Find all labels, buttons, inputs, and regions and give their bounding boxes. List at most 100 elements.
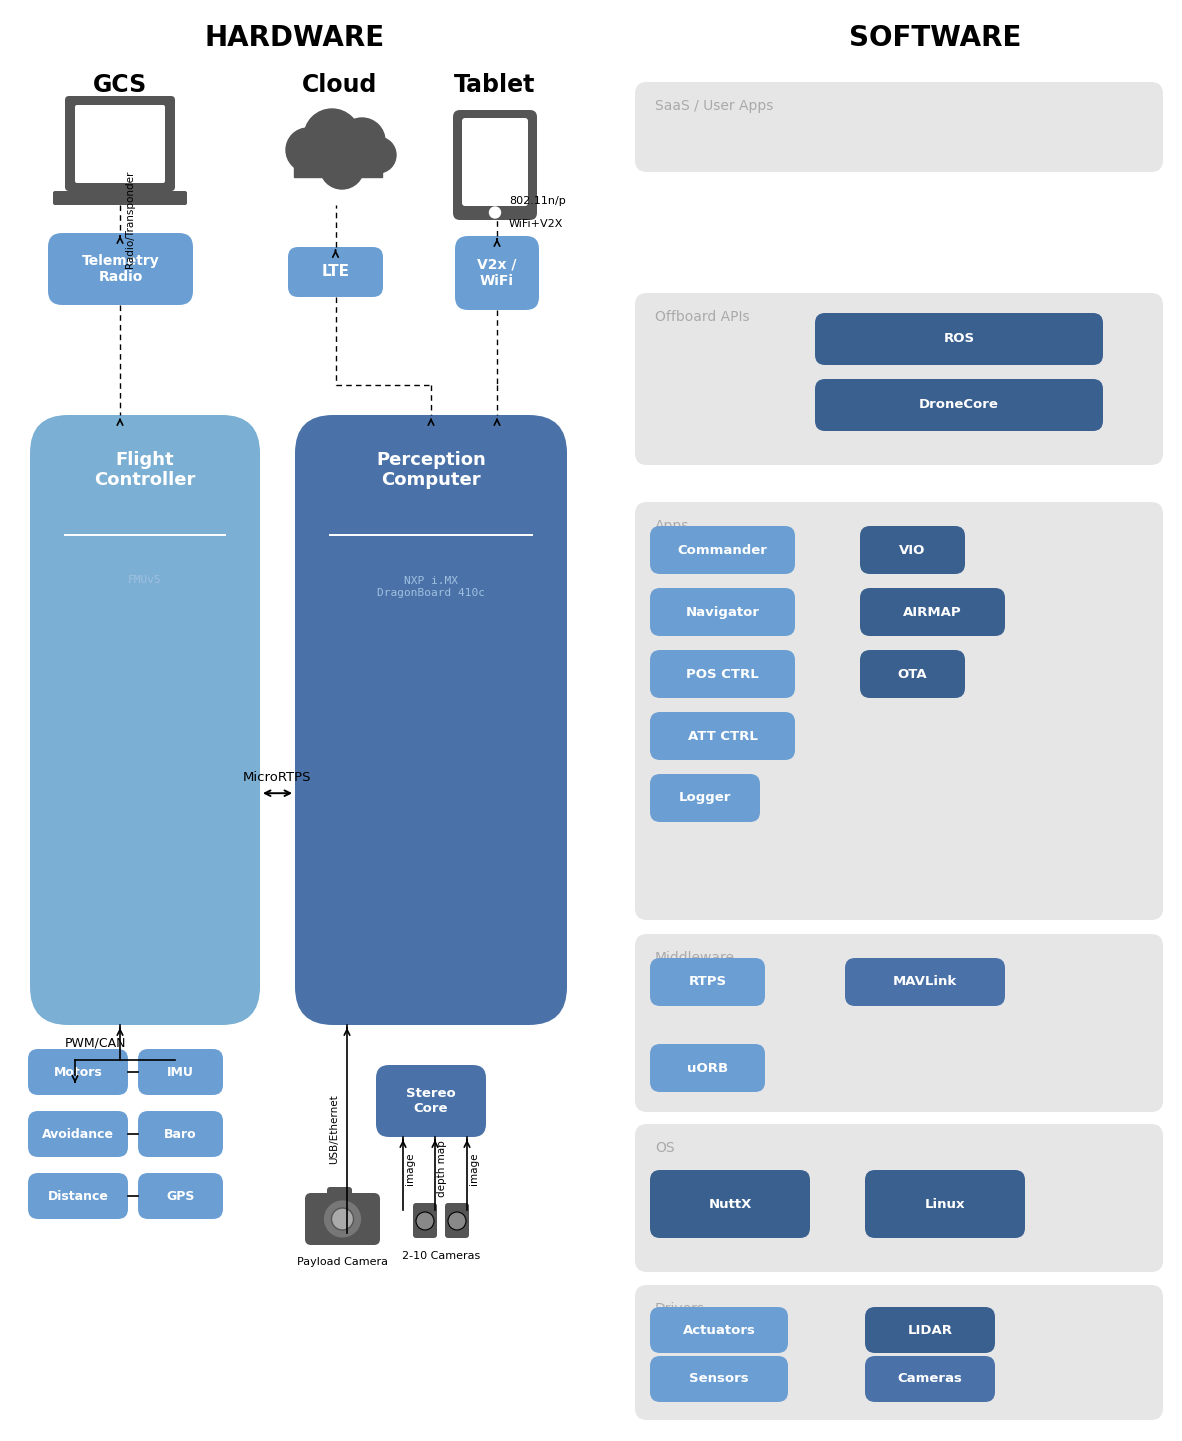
- FancyBboxPatch shape: [138, 1049, 223, 1095]
- Text: AIRMAP: AIRMAP: [903, 605, 962, 618]
- Text: LIDAR: LIDAR: [908, 1323, 953, 1336]
- Text: USB/Ethernet: USB/Ethernet: [329, 1094, 339, 1164]
- Text: GPS: GPS: [167, 1189, 195, 1202]
- FancyBboxPatch shape: [455, 236, 539, 310]
- Text: 2-10 Cameras: 2-10 Cameras: [402, 1251, 480, 1261]
- Text: Commander: Commander: [677, 543, 767, 556]
- FancyBboxPatch shape: [305, 1193, 379, 1245]
- FancyBboxPatch shape: [816, 379, 1103, 431]
- Text: VIO: VIO: [900, 543, 926, 556]
- Text: SaaS / User Apps: SaaS / User Apps: [655, 99, 773, 112]
- Text: PWM/CAN: PWM/CAN: [65, 1036, 126, 1049]
- Text: FMUv5: FMUv5: [128, 575, 162, 585]
- FancyBboxPatch shape: [865, 1356, 995, 1402]
- Text: GCS: GCS: [93, 73, 147, 97]
- Text: ATT CTRL: ATT CTRL: [688, 729, 758, 742]
- Text: NuttX: NuttX: [708, 1197, 752, 1210]
- FancyBboxPatch shape: [138, 1173, 223, 1219]
- FancyBboxPatch shape: [635, 1124, 1163, 1272]
- FancyBboxPatch shape: [74, 105, 165, 183]
- Text: Logger: Logger: [678, 791, 732, 804]
- Text: Radio/Transponder: Radio/Transponder: [125, 170, 135, 268]
- Text: Sensors: Sensors: [689, 1372, 749, 1385]
- Text: Cloud: Cloud: [303, 73, 378, 97]
- FancyBboxPatch shape: [288, 246, 383, 297]
- Text: uORB: uORB: [687, 1062, 728, 1075]
- Text: V2x /
WiFi: V2x / WiFi: [478, 258, 517, 288]
- Text: OS: OS: [655, 1141, 675, 1156]
- FancyBboxPatch shape: [650, 774, 760, 821]
- Circle shape: [320, 146, 364, 189]
- FancyBboxPatch shape: [28, 1049, 128, 1095]
- Bar: [294, 148, 382, 177]
- Text: Apps: Apps: [655, 519, 689, 533]
- Text: Flight
Controller: Flight Controller: [95, 451, 196, 490]
- Text: depth map: depth map: [437, 1140, 447, 1197]
- Text: image: image: [405, 1153, 415, 1185]
- Circle shape: [416, 1212, 434, 1231]
- Text: MicroRTPS: MicroRTPS: [243, 771, 312, 784]
- Text: Avoidance: Avoidance: [43, 1127, 113, 1140]
- FancyBboxPatch shape: [65, 97, 175, 192]
- FancyBboxPatch shape: [30, 415, 260, 1025]
- Circle shape: [339, 118, 385, 164]
- FancyBboxPatch shape: [650, 1307, 788, 1353]
- FancyBboxPatch shape: [327, 1187, 352, 1197]
- Text: Payload Camera: Payload Camera: [297, 1257, 388, 1267]
- FancyBboxPatch shape: [48, 233, 193, 305]
- Text: Offboard APIs: Offboard APIs: [655, 310, 749, 324]
- FancyBboxPatch shape: [860, 526, 965, 574]
- Circle shape: [489, 208, 500, 218]
- FancyBboxPatch shape: [635, 293, 1163, 465]
- FancyBboxPatch shape: [53, 192, 187, 205]
- Circle shape: [286, 128, 330, 171]
- Text: image: image: [469, 1153, 479, 1185]
- Text: POS CTRL: POS CTRL: [686, 667, 759, 680]
- FancyBboxPatch shape: [650, 1170, 810, 1238]
- Text: Perception
Computer: Perception Computer: [376, 451, 486, 490]
- Text: DroneCore: DroneCore: [920, 399, 999, 412]
- Text: RTPS: RTPS: [688, 976, 727, 989]
- Text: Drivers: Drivers: [655, 1303, 704, 1316]
- FancyBboxPatch shape: [845, 958, 1005, 1006]
- FancyBboxPatch shape: [635, 1285, 1163, 1419]
- FancyBboxPatch shape: [650, 958, 765, 1006]
- Circle shape: [448, 1212, 466, 1231]
- FancyBboxPatch shape: [444, 1203, 469, 1238]
- FancyBboxPatch shape: [865, 1307, 995, 1353]
- Text: Distance: Distance: [47, 1189, 109, 1202]
- FancyBboxPatch shape: [635, 501, 1163, 919]
- Text: SOFTWARE: SOFTWARE: [849, 24, 1021, 52]
- FancyBboxPatch shape: [462, 118, 528, 206]
- FancyBboxPatch shape: [650, 588, 795, 635]
- Text: Cameras: Cameras: [897, 1372, 962, 1385]
- Circle shape: [304, 110, 361, 166]
- FancyBboxPatch shape: [413, 1203, 437, 1238]
- FancyBboxPatch shape: [650, 712, 795, 759]
- FancyBboxPatch shape: [28, 1173, 128, 1219]
- Text: Stereo
Core: Stereo Core: [407, 1087, 456, 1115]
- Text: OTA: OTA: [897, 667, 928, 680]
- FancyBboxPatch shape: [28, 1111, 128, 1157]
- FancyBboxPatch shape: [453, 110, 537, 220]
- FancyBboxPatch shape: [296, 415, 567, 1025]
- FancyBboxPatch shape: [860, 650, 965, 697]
- FancyBboxPatch shape: [376, 1065, 486, 1137]
- FancyBboxPatch shape: [650, 1356, 788, 1402]
- Text: Linux: Linux: [924, 1197, 966, 1210]
- Text: Actuators: Actuators: [682, 1323, 755, 1336]
- Text: Navigator: Navigator: [686, 605, 760, 618]
- FancyBboxPatch shape: [816, 313, 1103, 365]
- Text: Baro: Baro: [164, 1127, 197, 1140]
- Text: NXP i.MX
DragonBoard 410c: NXP i.MX DragonBoard 410c: [377, 576, 485, 598]
- FancyBboxPatch shape: [860, 588, 1005, 635]
- FancyBboxPatch shape: [865, 1170, 1025, 1238]
- Circle shape: [331, 1208, 353, 1231]
- Text: MAVLink: MAVLink: [892, 976, 957, 989]
- Text: WiFi+V2X: WiFi+V2X: [509, 219, 564, 229]
- Circle shape: [323, 1199, 363, 1239]
- Text: Tablet: Tablet: [454, 73, 535, 97]
- FancyBboxPatch shape: [650, 526, 795, 574]
- Text: LTE: LTE: [322, 265, 350, 280]
- Text: Middleware: Middleware: [655, 951, 735, 965]
